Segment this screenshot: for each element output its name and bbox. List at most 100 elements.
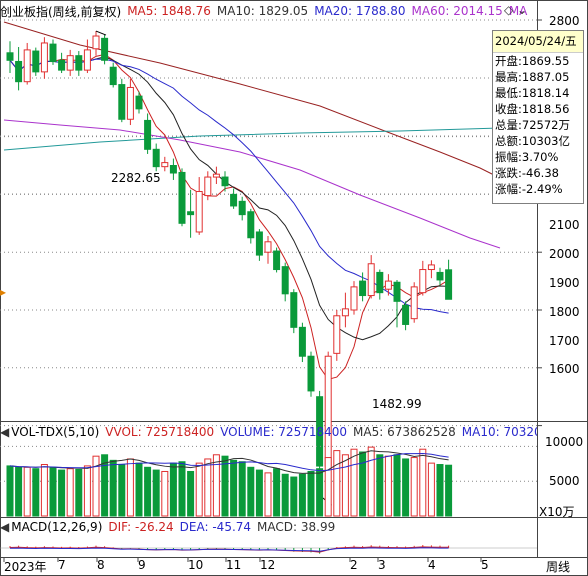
candle-body bbox=[161, 162, 169, 168]
volume-toggle-icon[interactable]: ◀ bbox=[0, 425, 10, 439]
candle-body bbox=[419, 269, 427, 294]
macd-toggle-icon[interactable]: ◀ bbox=[0, 520, 10, 534]
candle-body bbox=[247, 211, 255, 239]
volume-tick: 5000 bbox=[549, 474, 580, 488]
volume-bar bbox=[66, 468, 74, 517]
candle-body bbox=[376, 271, 384, 294]
candle-body bbox=[359, 280, 367, 297]
candle-body bbox=[238, 200, 246, 216]
volume-bar bbox=[178, 461, 186, 517]
candle-body bbox=[402, 304, 410, 325]
info-open: 开盘:1869.55 bbox=[495, 54, 570, 68]
volume-bar bbox=[445, 464, 453, 517]
candle-body bbox=[221, 176, 229, 187]
volume-bar bbox=[384, 455, 392, 517]
volume-unit: X10万 bbox=[539, 505, 575, 519]
volume-bar bbox=[15, 466, 23, 517]
diamond-icon[interactable]: ◇ bbox=[504, 3, 514, 17]
candle-body bbox=[32, 50, 40, 73]
volume-bar bbox=[92, 455, 100, 517]
info-date: 2024/05/24/五 bbox=[493, 31, 583, 53]
price-tick: 1900 bbox=[549, 276, 580, 290]
info-amplitude: 振幅:3.70% bbox=[495, 150, 559, 164]
volume-bar bbox=[427, 462, 435, 517]
info-low: 最低:1818.14 bbox=[495, 86, 570, 100]
x-tick: 3 bbox=[378, 558, 386, 572]
candle-body bbox=[75, 55, 83, 71]
x-tick: 8 bbox=[97, 558, 105, 572]
ma10-line bbox=[9, 56, 449, 341]
x-tick: 4 bbox=[428, 558, 436, 572]
panel-collapse-icon[interactable]: ▸ bbox=[0, 285, 7, 299]
vol-ma10-label: MA10: 703205696 bbox=[461, 425, 537, 439]
ma20-label: MA20: 1788.80 bbox=[314, 4, 406, 18]
volume-label: VOLUME: 725718400 bbox=[220, 425, 348, 439]
candle-body bbox=[255, 231, 263, 256]
candle-body bbox=[427, 264, 435, 271]
price-tick: 1800 bbox=[549, 305, 580, 319]
candle-body bbox=[109, 66, 117, 86]
volume-bar bbox=[290, 476, 298, 517]
volume-bar bbox=[264, 472, 272, 517]
x-tick: 2 bbox=[350, 558, 358, 572]
volume-bar bbox=[49, 467, 57, 517]
candle-body bbox=[324, 355, 332, 467]
volume-bar bbox=[169, 462, 177, 517]
candle-body bbox=[341, 308, 349, 317]
candle-body bbox=[298, 326, 306, 357]
candle-body bbox=[367, 263, 375, 297]
volume-bar bbox=[402, 458, 410, 517]
volume-bar bbox=[187, 470, 195, 517]
x-tick: 10 bbox=[188, 558, 204, 572]
ma-longest-line bbox=[3, 127, 501, 151]
volume-ma10-line bbox=[9, 452, 449, 472]
x-tick: 2023年 bbox=[4, 560, 47, 574]
candle-body bbox=[212, 173, 220, 178]
candle-body bbox=[152, 148, 160, 168]
candle-body bbox=[410, 286, 418, 320]
candle-body bbox=[445, 269, 453, 300]
volume-bar bbox=[144, 466, 152, 517]
candle-body bbox=[40, 42, 48, 73]
volume-bar bbox=[247, 466, 255, 517]
candle-body bbox=[230, 193, 238, 207]
volume-bar bbox=[32, 468, 40, 517]
candle-body bbox=[135, 95, 143, 110]
candle-body bbox=[6, 52, 14, 61]
x-tick: 7 bbox=[58, 558, 66, 572]
price-tick: 2800 bbox=[549, 14, 580, 28]
volume-title: VOL-TDX(5,10) bbox=[11, 425, 100, 439]
volume-bar bbox=[109, 459, 117, 517]
volume-bar bbox=[195, 462, 203, 517]
volume-bar bbox=[350, 448, 358, 517]
macd-panel-header: ◀ MACD(12,26,9) DIF: -26.24 DEA: -45.74 … bbox=[0, 518, 537, 536]
candle-body bbox=[101, 37, 109, 61]
chevron-down-icon[interactable]: ⌄ bbox=[517, 3, 528, 17]
candle-body bbox=[144, 119, 152, 150]
volume-bar bbox=[410, 457, 418, 517]
dea-label: DEA: -45.74 bbox=[179, 520, 252, 534]
x-tick: 12 bbox=[260, 558, 276, 572]
ma60-line bbox=[3, 119, 501, 249]
volume-bar bbox=[6, 465, 14, 517]
price-tick: 2100 bbox=[549, 218, 580, 232]
candle-body bbox=[281, 266, 289, 295]
vol-ma5-label: MA5: 673862528 bbox=[353, 425, 456, 439]
info-volume: 总量:72572万 bbox=[495, 118, 570, 132]
volume-bar bbox=[281, 473, 289, 517]
volume-bar bbox=[23, 466, 31, 517]
ma10-label: MA10: 1829.05 bbox=[216, 4, 309, 18]
candle-body bbox=[264, 241, 272, 253]
volume-bar bbox=[212, 454, 220, 517]
volume-bar bbox=[273, 468, 281, 517]
x-tick: 9 bbox=[138, 558, 146, 572]
vvol-label: VVOL: 725718400 bbox=[105, 425, 215, 439]
volume-bar bbox=[118, 464, 126, 517]
candle-body bbox=[23, 49, 31, 83]
candle-body bbox=[178, 171, 186, 224]
candle-body bbox=[436, 271, 444, 281]
period-label[interactable]: 周线 bbox=[546, 560, 571, 574]
volume-bar bbox=[298, 473, 306, 517]
volume-ma5-line bbox=[9, 450, 449, 474]
